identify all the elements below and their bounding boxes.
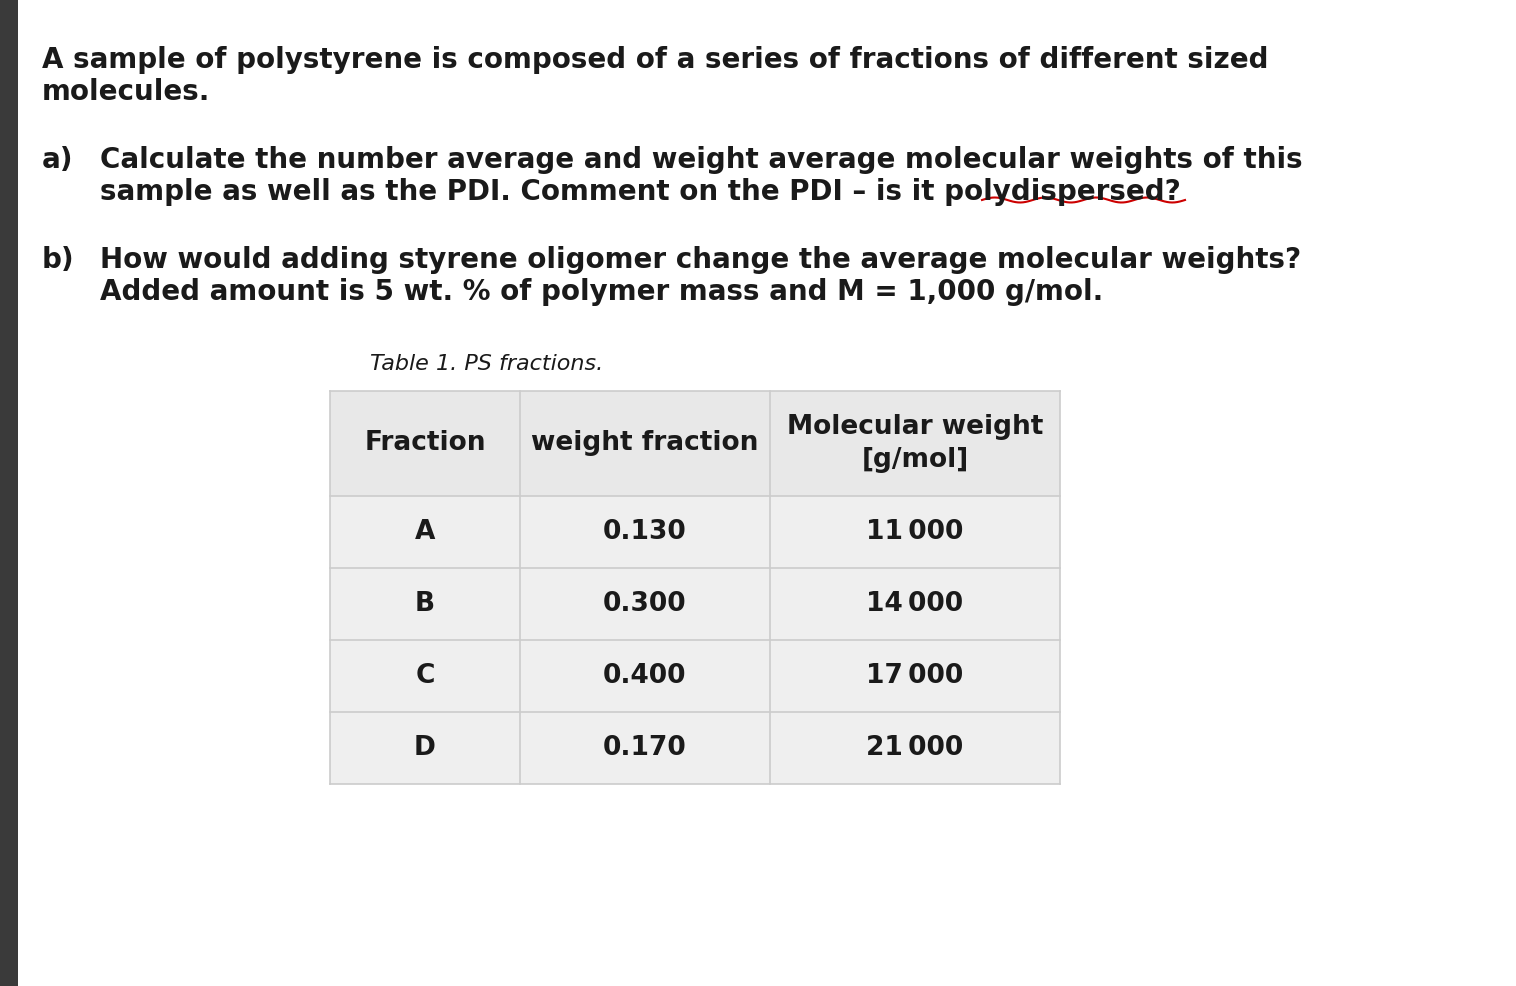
Bar <box>330 391 1060 496</box>
Text: Calculate the number average and weight average molecular weights of this: Calculate the number average and weight … <box>100 146 1302 174</box>
Text: B: B <box>415 591 435 617</box>
Text: 0.300: 0.300 <box>603 591 687 617</box>
Text: 21 000: 21 000 <box>866 735 964 761</box>
Text: Added amount is 5 wt. % of polymer mass and M = 1,000 g/mol.: Added amount is 5 wt. % of polymer mass … <box>100 278 1104 306</box>
Bar <box>330 640 1060 712</box>
Text: 11 000: 11 000 <box>866 519 964 545</box>
Bar <box>330 496 1060 568</box>
Bar <box>0 0 18 986</box>
Text: C: C <box>415 663 435 689</box>
Text: A: A <box>415 519 435 545</box>
Text: D: D <box>414 735 437 761</box>
Text: b): b) <box>42 246 74 274</box>
Text: Molecular weight
[g/mol]: Molecular weight [g/mol] <box>787 414 1043 473</box>
Text: a): a) <box>42 146 73 174</box>
Text: sample as well as the PDI. Comment on the PDI – is it polydispersed?: sample as well as the PDI. Comment on th… <box>100 178 1181 206</box>
Text: A sample of polystyrene is composed of a series of fractions of different sized: A sample of polystyrene is composed of a… <box>42 46 1269 74</box>
Text: 17 000: 17 000 <box>866 663 964 689</box>
Text: 0.400: 0.400 <box>603 663 687 689</box>
Bar <box>330 568 1060 640</box>
Text: 0.170: 0.170 <box>603 735 687 761</box>
Text: molecules.: molecules. <box>42 78 211 106</box>
Text: Fraction: Fraction <box>364 431 485 457</box>
Text: Table 1. PS fractions.: Table 1. PS fractions. <box>370 354 603 374</box>
Text: 0.130: 0.130 <box>603 519 687 545</box>
Bar <box>330 712 1060 784</box>
Text: weight fraction: weight fraction <box>531 431 758 457</box>
Text: 14 000: 14 000 <box>867 591 964 617</box>
Text: How would adding styrene oligomer change the average molecular weights?: How would adding styrene oligomer change… <box>100 246 1301 274</box>
